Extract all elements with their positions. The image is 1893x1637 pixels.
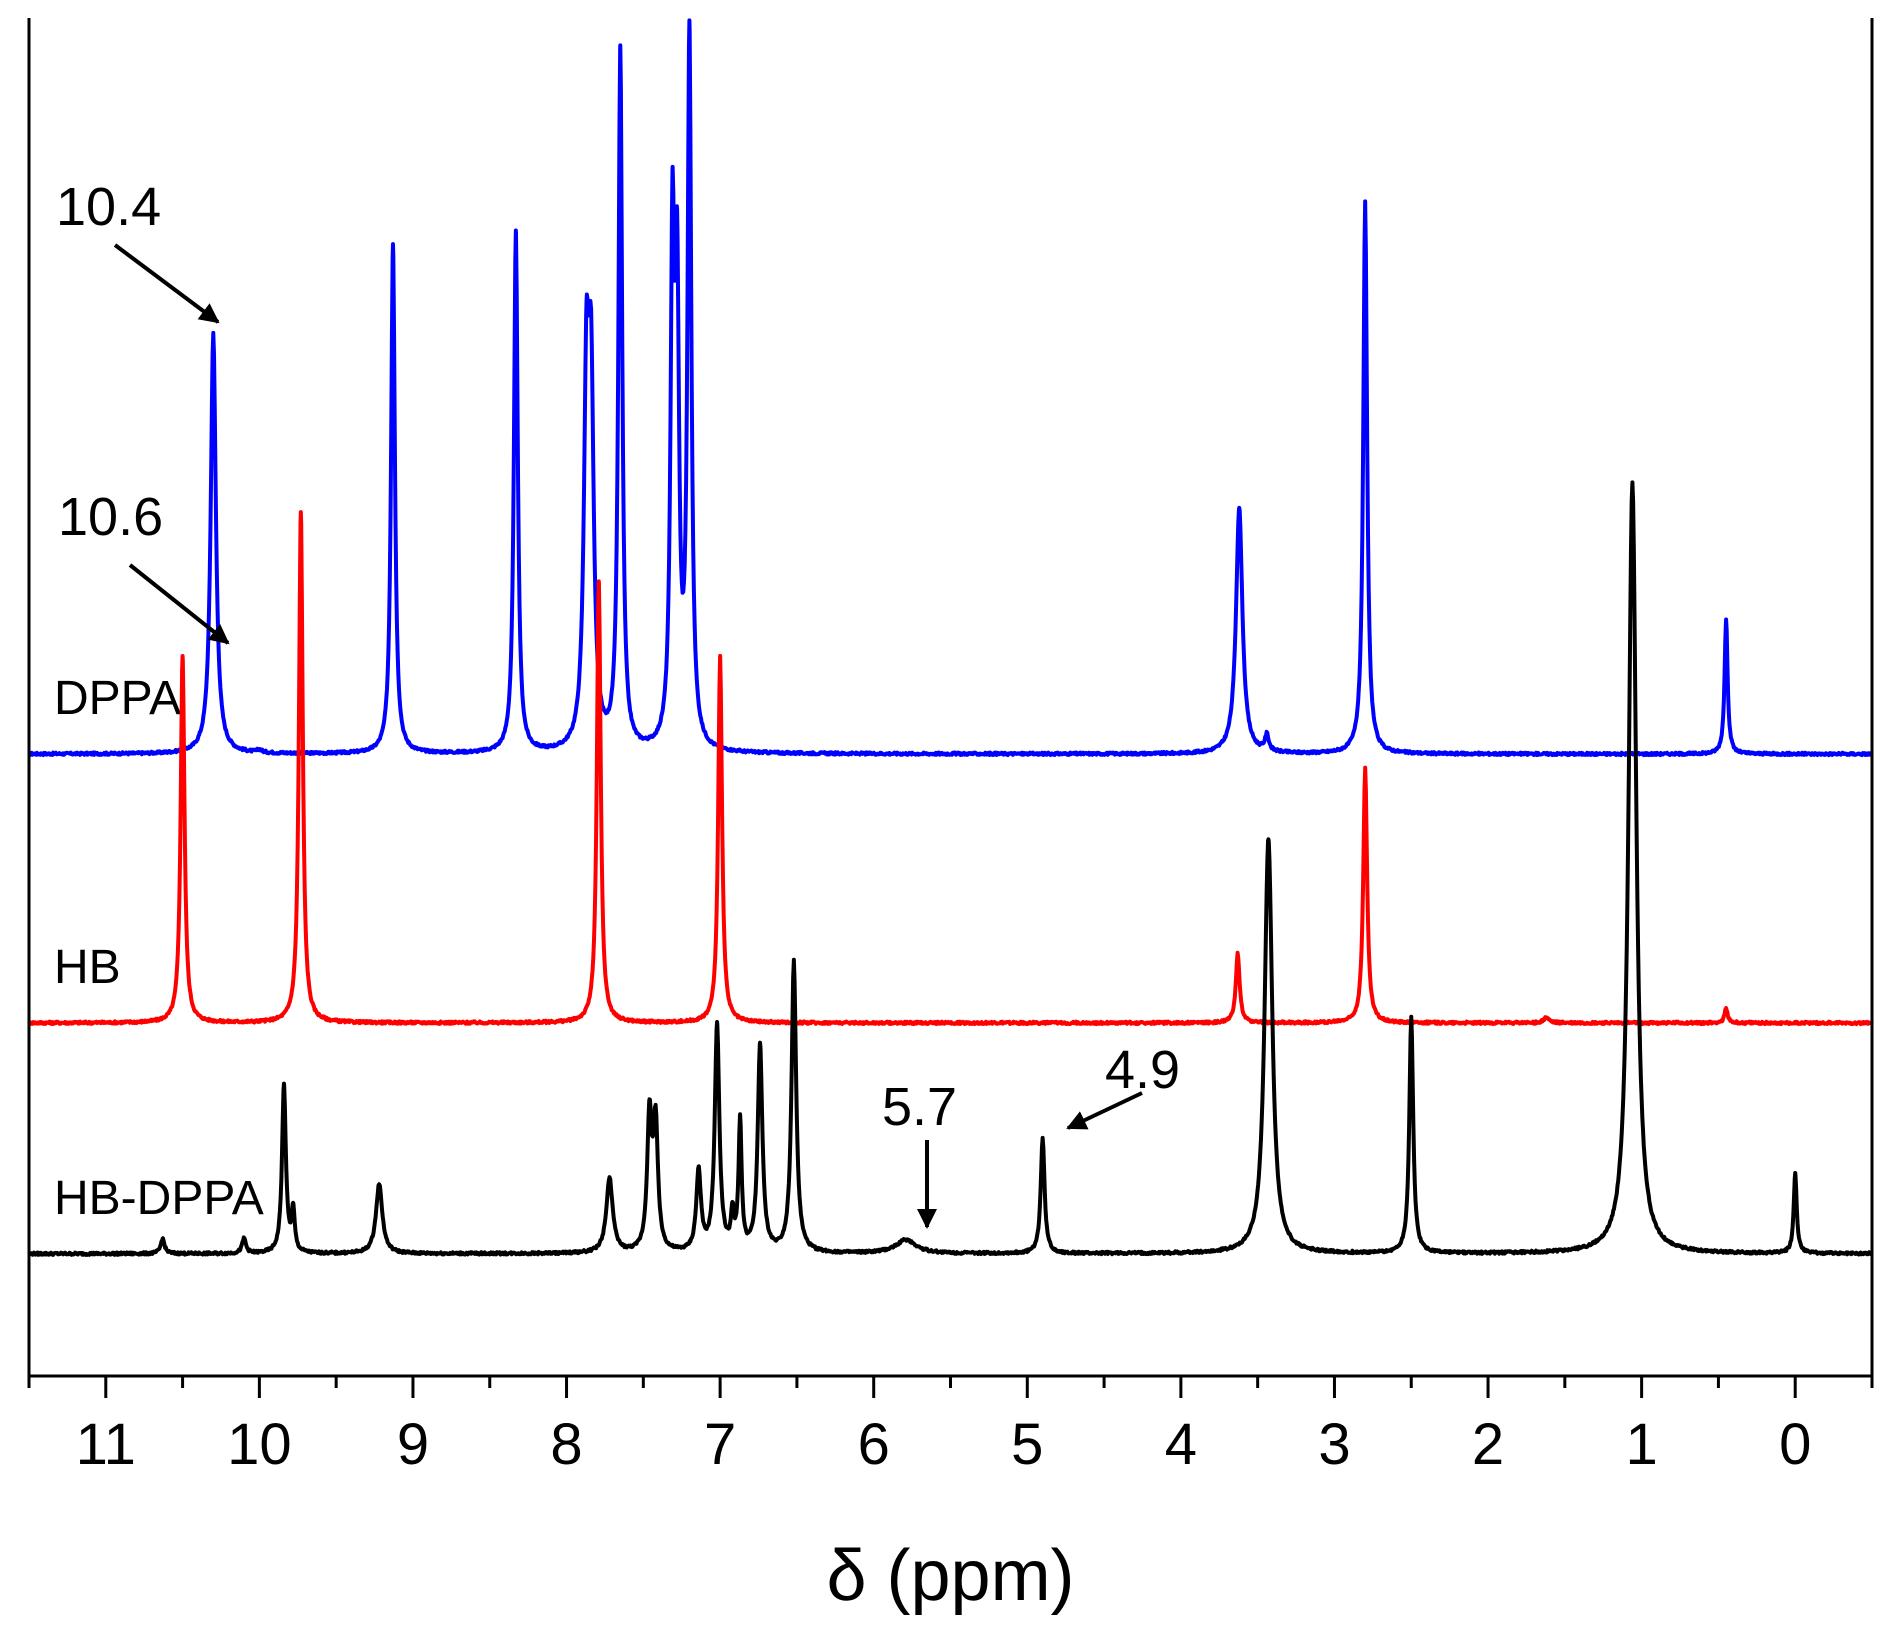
trace-dppa bbox=[27, 18, 1874, 758]
x-tick-label: 11 bbox=[76, 1412, 136, 1477]
x-tick-label: 2 bbox=[1472, 1412, 1504, 1477]
x-tick-label: 10 bbox=[227, 1412, 292, 1477]
annotation-label: 10.6 bbox=[58, 487, 163, 547]
annotation-arrow bbox=[1066, 1091, 1143, 1130]
annotation-label: 10.4 bbox=[56, 177, 161, 237]
x-tick-label: 7 bbox=[704, 1412, 736, 1477]
annotation-arrow bbox=[128, 563, 230, 645]
annotation-arrow bbox=[113, 243, 220, 324]
x-axis-title: δ (ppm) bbox=[826, 1536, 1074, 1616]
trace-label-dppa: DPPA bbox=[54, 672, 181, 725]
x-tick-label: 9 bbox=[397, 1412, 429, 1477]
annotation-label: 4.9 bbox=[1105, 1040, 1180, 1100]
trace-label-hb: HB bbox=[54, 941, 121, 994]
x-tick-label: 1 bbox=[1625, 1412, 1657, 1477]
x-tick-label: 6 bbox=[858, 1412, 890, 1477]
x-tick-label: 8 bbox=[550, 1412, 582, 1477]
x-tick-label: 3 bbox=[1318, 1412, 1350, 1477]
trace-label-hb-dppa: HB-DPPA bbox=[54, 1172, 264, 1225]
trace-hb bbox=[27, 510, 1874, 1027]
trace-hb-dppa bbox=[27, 480, 1874, 1257]
x-tick-label: 4 bbox=[1165, 1412, 1197, 1477]
x-tick-label: 5 bbox=[1011, 1412, 1043, 1477]
annotation-label: 5.7 bbox=[882, 1077, 957, 1137]
x-tick-label: 0 bbox=[1779, 1412, 1811, 1477]
